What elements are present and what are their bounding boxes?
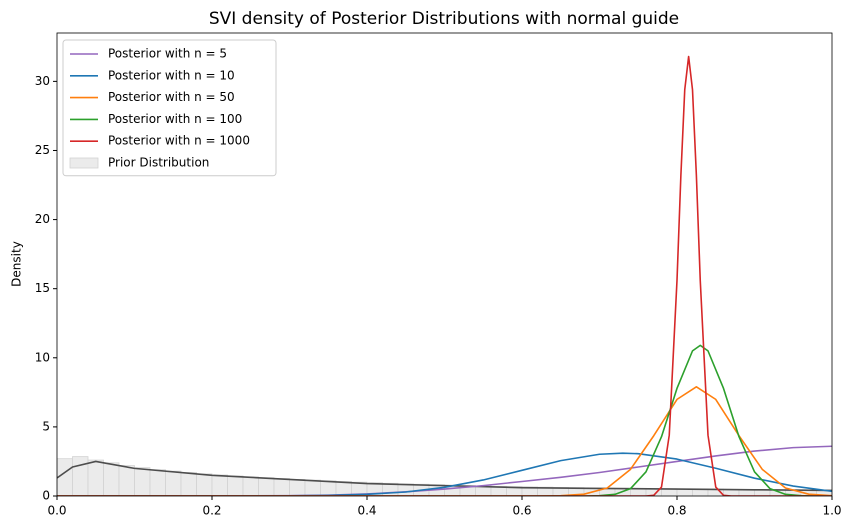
y-tick-label: 20 <box>35 212 50 226</box>
histogram-bar <box>196 473 213 496</box>
histogram-bar <box>165 470 182 496</box>
y-tick-label: 25 <box>35 143 50 157</box>
histogram-bar <box>630 488 647 496</box>
series-line <box>57 55 832 496</box>
histogram-bar <box>227 475 244 496</box>
x-tick-label: 0.4 <box>357 504 376 518</box>
histogram-bar <box>180 472 197 496</box>
plot-area <box>57 55 832 496</box>
y-axis-label: Density <box>10 241 24 287</box>
y-tick-label: 30 <box>35 74 50 88</box>
histogram-bar <box>304 479 321 496</box>
histogram-bar <box>258 477 275 496</box>
series-line <box>57 460 832 492</box>
histogram-bar <box>211 474 228 496</box>
histogram-bar <box>382 482 399 496</box>
legend-label: Prior Distribution <box>108 156 209 170</box>
x-tick-label: 1.0 <box>822 504 841 518</box>
y-tick-label: 5 <box>42 419 50 433</box>
histogram-bar <box>149 469 166 496</box>
histogram-bar <box>103 462 120 496</box>
series-line <box>57 452 832 496</box>
histogram-bar <box>397 483 414 496</box>
legend-swatch <box>69 157 99 169</box>
x-tick-label: 0.0 <box>47 504 66 518</box>
legend-box <box>62 39 277 177</box>
x-tick-label: 0.8 <box>667 504 686 518</box>
y-tick-label: 15 <box>35 281 50 295</box>
histogram-bar <box>242 476 259 496</box>
histogram-bar <box>72 456 89 496</box>
histogram-bar <box>320 480 337 496</box>
legend-label: Posterior with n = 5 <box>108 47 227 61</box>
legend-label: Posterior with n = 1000 <box>108 134 250 148</box>
histogram-bar <box>87 459 104 496</box>
legend-label: Posterior with n = 100 <box>108 112 242 126</box>
histogram-bar <box>289 479 306 496</box>
histogram-bar <box>273 478 290 496</box>
histogram-bar <box>676 488 693 496</box>
histogram-bar <box>118 465 135 496</box>
y-tick-label: 0 <box>42 489 50 503</box>
x-tick-label: 0.6 <box>512 504 531 518</box>
histogram-bar <box>134 467 151 496</box>
axes-frame <box>56 32 833 497</box>
legend-label: Posterior with n = 50 <box>108 90 235 104</box>
series-line <box>57 344 832 496</box>
y-tick-label: 10 <box>35 350 50 364</box>
histogram-bar <box>661 488 678 496</box>
chart-title: SVI density of Posterior Distributions w… <box>209 9 679 29</box>
x-tick-label: 0.2 <box>202 504 221 518</box>
legend-label: Posterior with n = 10 <box>108 68 235 82</box>
